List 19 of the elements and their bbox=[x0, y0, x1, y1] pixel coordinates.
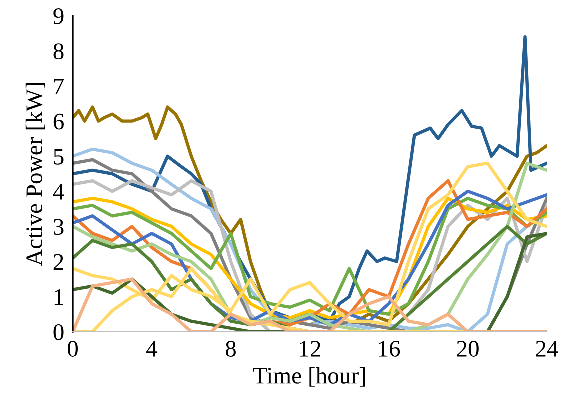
y-tick-label: 8 bbox=[54, 44, 64, 60]
x-axis-title: Time [hour] bbox=[253, 367, 366, 387]
y-tick-label: 7 bbox=[54, 78, 64, 94]
x-tick-label: 20 bbox=[457, 341, 479, 357]
y-axis-title: Active Power [kW] bbox=[26, 83, 46, 266]
x-tick-label: 12 bbox=[300, 341, 321, 357]
y-tick-label: 5 bbox=[54, 149, 64, 165]
x-tick-label: 8 bbox=[226, 341, 236, 357]
y-tick-label: 2 bbox=[54, 254, 64, 270]
y-tick-label: 3 bbox=[54, 219, 64, 236]
y-tick-label: 4 bbox=[53, 184, 64, 200]
y-tick-label: 9 bbox=[54, 8, 64, 24]
y-tick-label: 6 bbox=[54, 114, 64, 130]
x-tick-label: 4 bbox=[146, 341, 158, 357]
y-tick-label: 1 bbox=[54, 289, 64, 306]
x-tick-label: 24 bbox=[536, 341, 558, 357]
x-tick-label: 16 bbox=[379, 341, 400, 357]
x-tick-label: 0 bbox=[68, 341, 78, 357]
y-tick-label: 0 bbox=[54, 324, 64, 340]
